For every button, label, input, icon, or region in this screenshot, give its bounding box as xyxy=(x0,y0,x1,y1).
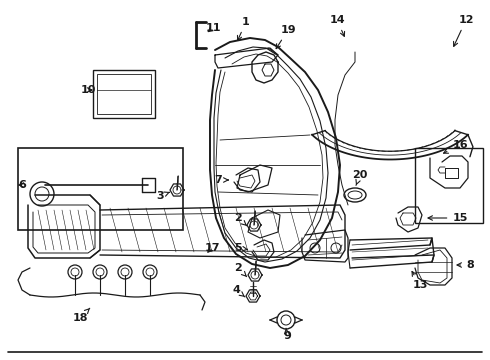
Text: 8: 8 xyxy=(457,260,474,270)
Text: 5: 5 xyxy=(234,243,247,253)
Text: 17: 17 xyxy=(204,243,220,253)
Text: 9: 9 xyxy=(283,328,291,341)
Circle shape xyxy=(118,265,132,279)
Circle shape xyxy=(277,311,295,329)
Bar xyxy=(97,74,151,114)
Bar xyxy=(93,70,155,118)
Text: 1: 1 xyxy=(238,17,250,40)
Text: 6: 6 xyxy=(18,180,26,190)
Text: 4: 4 xyxy=(232,285,245,297)
Bar xyxy=(18,148,183,230)
Circle shape xyxy=(30,182,54,206)
Text: 2: 2 xyxy=(234,263,246,276)
Circle shape xyxy=(68,265,82,279)
Text: 19: 19 xyxy=(276,25,296,49)
Text: 18: 18 xyxy=(72,308,90,323)
Circle shape xyxy=(93,265,107,279)
Text: 3: 3 xyxy=(156,191,170,201)
Text: 20: 20 xyxy=(352,170,368,185)
Text: 2: 2 xyxy=(234,213,247,226)
Text: 12: 12 xyxy=(454,15,474,46)
Text: 14: 14 xyxy=(329,15,345,36)
Circle shape xyxy=(143,265,157,279)
Text: 16: 16 xyxy=(443,140,468,153)
Text: 15: 15 xyxy=(428,213,467,223)
Text: 11: 11 xyxy=(205,23,221,33)
Text: 7: 7 xyxy=(214,175,228,185)
Bar xyxy=(415,148,483,223)
Text: 13: 13 xyxy=(412,271,428,290)
Text: 10: 10 xyxy=(80,85,96,95)
